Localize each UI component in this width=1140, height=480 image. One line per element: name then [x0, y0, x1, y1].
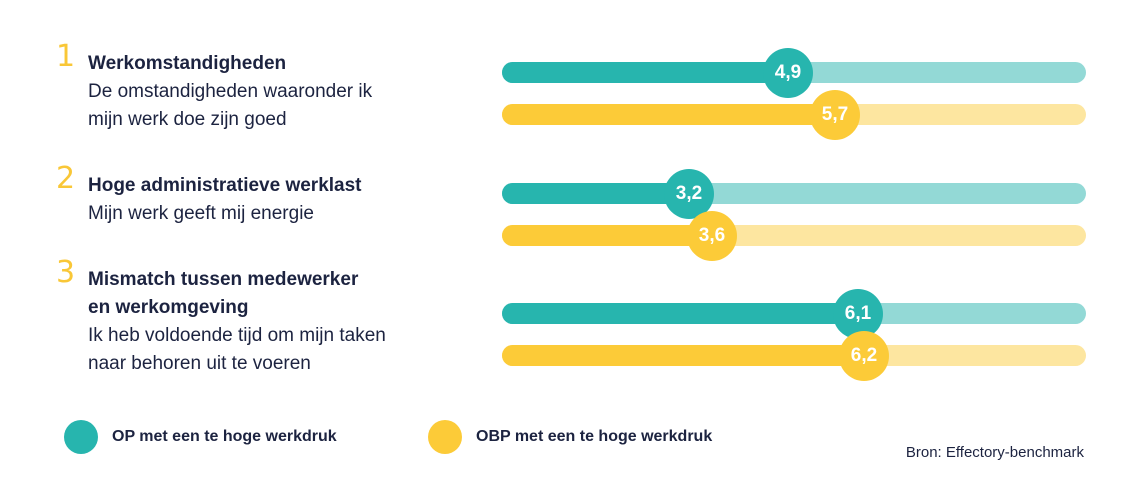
- value-label-op-2: 3,2: [664, 169, 714, 219]
- source-note: Bron: Effectory-benchmark: [905, 444, 1084, 461]
- value-label-obp-1: 5,7: [810, 90, 860, 140]
- value-label-obp-2: 3,6: [687, 211, 737, 261]
- statement-title: Werkomstandigheden: [88, 53, 287, 74]
- bar-obp-2: [502, 225, 712, 246]
- legend-item-op: OP met een te hoge werkdruk: [64, 420, 337, 454]
- legend-item-obp: OBP met een te hoge werkdruk: [428, 420, 712, 454]
- bar-obp-1: [502, 104, 835, 125]
- legend-label: OP met een te hoge werkdruk: [112, 428, 337, 445]
- legend-swatch-teal: [64, 420, 98, 454]
- legend-label: OBP met een te hoge werkdruk: [476, 428, 713, 445]
- bar-track-op-3: 6,1: [502, 289, 1086, 339]
- statement-subtitle: Ik heb voldoende tijd om mijn taken naar…: [88, 325, 386, 374]
- bar-track-op-2: 3,2: [502, 169, 1086, 219]
- legend-swatch-yellow: [428, 420, 462, 454]
- statement-number: 1: [56, 39, 76, 74]
- statement-number: 2: [56, 161, 76, 196]
- bar-track-op-1: 4,9: [502, 48, 1086, 98]
- bar-op-1: [502, 62, 788, 83]
- bar-obp-3: [502, 345, 864, 366]
- statement-number: 3: [56, 255, 76, 290]
- statement-title: Hoge administratieve werklast: [88, 175, 362, 196]
- bar-op-2: [502, 183, 689, 204]
- bar-track-obp-3: 6,2: [502, 331, 1086, 381]
- statement-subtitle: De omstandigheden waaronder ik mijn werk…: [88, 81, 373, 130]
- statement-title: Mismatch tussen medewerker en werkomgevi…: [88, 269, 359, 318]
- bar-track-obp-2: 3,6: [502, 211, 1086, 261]
- value-label-obp-3: 6,2: [839, 331, 889, 381]
- statement-subtitle: Mijn werk geeft mij energie: [88, 203, 314, 224]
- value-label-op-3: 6,1: [833, 289, 883, 339]
- bar-track-obp-1: 5,7: [502, 90, 1086, 140]
- bar-op-3: [502, 303, 858, 324]
- value-label-op-1: 4,9: [763, 48, 813, 98]
